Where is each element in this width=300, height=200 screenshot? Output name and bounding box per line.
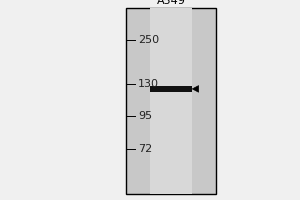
Text: A549: A549: [157, 0, 185, 6]
Bar: [126, 8, 216, 194]
Text: 72: 72: [138, 144, 152, 154]
Text: 250: 250: [138, 35, 159, 45]
Text: 95: 95: [138, 111, 152, 121]
Bar: [150, 86, 192, 92]
Bar: [150, 8, 192, 194]
Polygon shape: [192, 86, 199, 92]
Text: 130: 130: [138, 79, 159, 89]
